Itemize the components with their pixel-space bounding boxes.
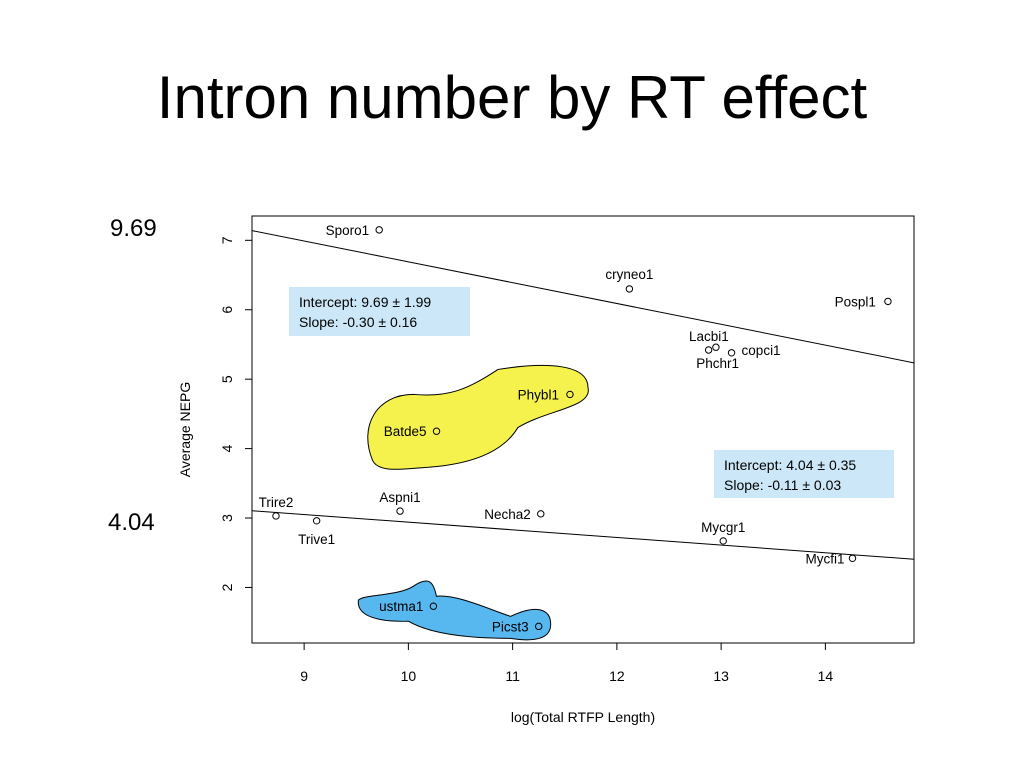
data-point — [719, 537, 727, 545]
plot-frame — [251, 215, 915, 644]
point-label: Pospl1 — [835, 294, 876, 309]
point-label: Necha2 — [484, 507, 531, 522]
data-point — [704, 346, 713, 354]
data-point — [537, 510, 545, 518]
point-label: Mycfi1 — [805, 551, 844, 566]
y-tick-label: 3 — [219, 514, 235, 522]
data-point — [884, 297, 892, 306]
data-point — [375, 226, 383, 234]
point-label: Sporo1 — [326, 223, 370, 238]
upper-intercept-label: 9.69 — [110, 215, 157, 242]
highlight-region-1 — [367, 365, 589, 470]
point-label: Phybl1 — [518, 387, 559, 402]
data-point — [312, 517, 321, 525]
x-tick-label: 9 — [300, 668, 308, 684]
fit-annotation-box-1 — [289, 287, 470, 336]
y-tick-label: 2 — [219, 583, 235, 591]
point-label: cryneo1 — [605, 267, 653, 282]
x-tick-label: 10 — [401, 668, 417, 684]
point-label: copci1 — [742, 343, 781, 358]
data-point — [534, 622, 543, 631]
data-point — [429, 602, 438, 610]
highlight-region-2 — [357, 580, 552, 641]
x-axis-label: log(Total RTFP Length) — [511, 709, 655, 725]
data-point — [566, 390, 574, 399]
fit-annotation-text: Slope: -0.11 ± 0.03 — [724, 477, 841, 493]
point-label: Phchr1 — [696, 356, 739, 371]
point-label: Aspni1 — [379, 490, 420, 505]
fit-annotation-text: Intercept: 9.69 ± 1.99 — [299, 294, 431, 310]
data-point — [727, 349, 736, 357]
x-tick-label: 13 — [713, 668, 729, 684]
y-tick-label: 6 — [219, 306, 235, 314]
point-label: Trire2 — [259, 495, 294, 510]
data-point — [712, 343, 720, 351]
fit-annotation-text: Slope: -0.30 ± 0.16 — [299, 314, 417, 330]
point-label: ustma1 — [379, 599, 423, 614]
point-label: Mycgr1 — [701, 520, 745, 535]
fit-line-1 — [252, 230, 914, 364]
data-point — [272, 512, 280, 520]
point-label: Batde5 — [384, 424, 427, 439]
data-point — [625, 285, 634, 293]
slide-title: Intron number by RT effect — [156, 64, 868, 131]
point-label: Trive1 — [298, 532, 335, 547]
y-tick-label: 5 — [219, 375, 235, 383]
x-tick-label: 11 — [505, 668, 520, 684]
y-axis-label: Average NEPG — [177, 382, 193, 477]
point-label: Picst3 — [492, 619, 529, 634]
point-label: Lacbi1 — [689, 329, 729, 344]
x-tick-label: 12 — [609, 668, 625, 684]
fit-annotation-text: Intercept: 4.04 ± 0.35 — [724, 457, 856, 473]
lower-intercept-label: 4.04 — [108, 509, 155, 536]
x-tick-label: 14 — [818, 668, 834, 684]
data-point — [848, 554, 857, 562]
data-point — [396, 507, 404, 515]
data-point — [432, 427, 441, 435]
fit-line-2 — [252, 510, 914, 560]
y-tick-label: 7 — [219, 236, 235, 244]
y-tick-label: 4 — [219, 444, 235, 452]
fit-annotation-box-2 — [714, 450, 894, 498]
